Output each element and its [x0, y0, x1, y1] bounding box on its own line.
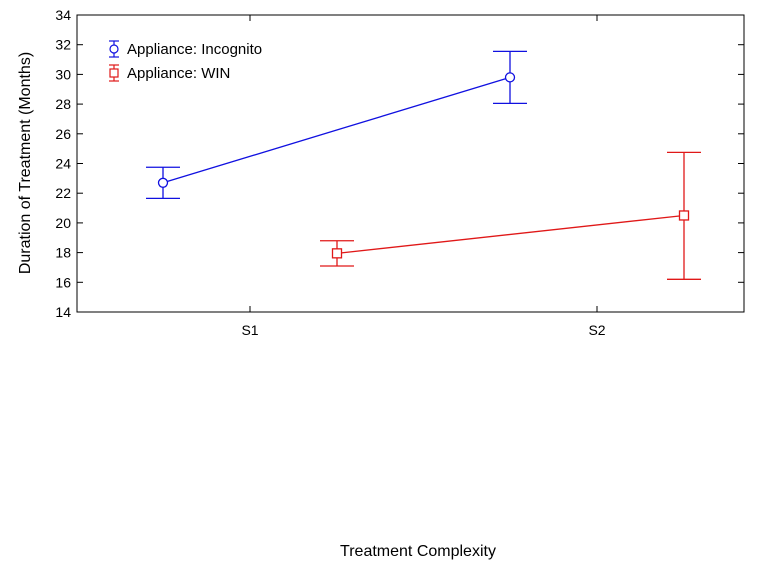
y-tick-label: 28: [55, 96, 71, 112]
y-tick-label: 16: [55, 274, 71, 290]
data-point-circle: [157, 177, 169, 188]
x-tick-label: S1: [241, 322, 258, 338]
legend-label: Appliance: WIN: [127, 65, 230, 82]
y-axis: 14 16 18 20 22 24 26 28 30 32 34: [55, 7, 744, 320]
x-axis-label: Treatment Complexity: [340, 543, 496, 560]
y-tick-label: 34: [55, 7, 71, 23]
y-tick-label: 14: [55, 304, 71, 320]
x-tick-label: S2: [588, 322, 605, 338]
data-point-square: [678, 210, 690, 221]
y-tick-label: 32: [55, 37, 71, 53]
y-tick-label: 26: [55, 126, 71, 142]
x-axis: S1 S2: [241, 15, 606, 338]
y-tick-label: 30: [55, 66, 71, 82]
y-tick-label: 18: [55, 245, 71, 261]
series-line: [336, 214, 685, 254]
y-axis-label: Duration of Treatment (Months): [17, 52, 34, 274]
legend-label: Appliance: Incognito: [127, 41, 262, 58]
y-tick-label: 20: [55, 215, 71, 231]
series-layer: [146, 50, 701, 280]
y-tick-label: 24: [55, 156, 71, 172]
plot-frame: [76, 14, 745, 313]
data-point-square: [331, 248, 343, 259]
legend-marker-circle: [109, 44, 119, 54]
data-point-circle: [504, 72, 516, 83]
series-line: [162, 76, 511, 184]
legend: Appliance: Incognito Appliance: WIN: [109, 40, 262, 82]
y-tick-label: 22: [55, 185, 71, 201]
legend-marker-square: [109, 68, 119, 78]
